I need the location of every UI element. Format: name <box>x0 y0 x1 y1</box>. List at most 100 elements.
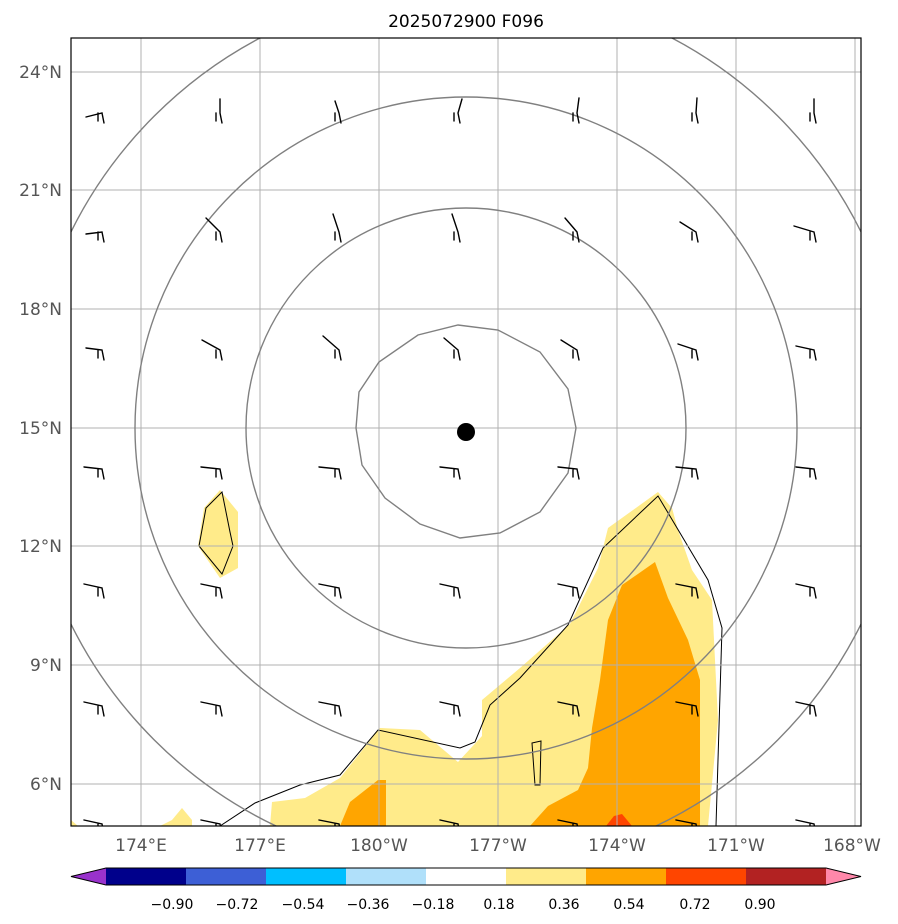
map-area <box>71 38 861 826</box>
lon-tick: 174°E <box>115 836 167 856</box>
contour-fill-0.18-0.36 <box>198 490 238 578</box>
colorbar-segment <box>426 868 507 885</box>
colorbar-segment <box>266 868 347 885</box>
lat-tick: 6°N <box>30 775 62 795</box>
colorbar-tick-label: 0.36 <box>548 897 579 913</box>
colorbar <box>70 867 862 886</box>
colorbar-tick-label: 0.90 <box>744 897 775 913</box>
colorbar-tick-label: −0.18 <box>412 897 455 913</box>
lat-tick: 21°N <box>19 181 62 201</box>
lat-tick: 18°N <box>19 300 62 320</box>
colorbar-tick-label: −0.36 <box>347 897 390 913</box>
wind-barb <box>795 583 817 599</box>
contour-fill-0.36-0.54 <box>340 780 386 826</box>
colorbar-segment <box>346 868 427 885</box>
lon-axis: 174°E 177°E 180°W 177°W 174°W 171°W 168°… <box>115 836 881 856</box>
wind-barb <box>453 98 463 124</box>
lon-tick: 174°W <box>588 836 646 856</box>
colorbar-tick-label: 0.54 <box>613 897 644 913</box>
lon-tick: 168°W <box>823 836 881 856</box>
colorbar-outline <box>70 867 862 886</box>
colorbar-segment <box>186 868 267 885</box>
lon-tick: 177°E <box>234 836 286 856</box>
colorbar-extend-min <box>71 868 106 885</box>
wind-barb <box>439 701 461 717</box>
colorbar-labels: −0.90 −0.72 −0.54 −0.36 −0.18 0.18 0.36 … <box>151 897 776 913</box>
wind-barb <box>83 583 105 599</box>
wind-barb <box>677 343 699 361</box>
wind-barb <box>572 97 580 124</box>
storm-center-marker <box>457 423 475 441</box>
wind-barb <box>200 819 222 826</box>
wind-barb <box>322 335 342 361</box>
contour-fill-0.54-0.72 <box>606 814 632 826</box>
wind-barb <box>795 466 817 480</box>
graticule <box>71 38 861 826</box>
lat-tick: 15°N <box>19 419 62 439</box>
colorbar-segment <box>106 868 187 885</box>
wind-barb <box>83 819 104 826</box>
wind-barb <box>85 231 105 243</box>
wind-barb <box>795 345 817 361</box>
colorbar-tick-label: −0.54 <box>282 897 325 913</box>
wind-barb <box>318 701 342 717</box>
wind-barb <box>675 819 698 826</box>
wind-barb <box>85 112 105 124</box>
contour-fill-0.18-0.36 <box>71 820 78 826</box>
wind-barb <box>557 701 580 717</box>
wind-barb <box>215 98 223 124</box>
wind-barbs <box>83 97 817 826</box>
wind-barb <box>439 819 460 826</box>
lon-tick: 180°W <box>350 836 408 856</box>
wind-barb <box>795 819 816 826</box>
colorbar-segment <box>666 868 747 885</box>
wind-barb <box>318 583 342 599</box>
wind-barb <box>557 819 579 826</box>
wind-barb <box>443 337 461 361</box>
contour-fill-0.36-0.54 <box>530 562 700 826</box>
contour-line <box>198 490 234 575</box>
wind-barb <box>334 100 342 124</box>
lon-tick: 171°W <box>707 836 765 856</box>
range-ring-2 <box>245 207 687 649</box>
wind-barb <box>205 217 223 243</box>
wind-barb <box>793 225 817 243</box>
wind-barb <box>560 339 580 361</box>
wind-barb <box>809 98 817 124</box>
contour-line <box>219 495 723 826</box>
wind-barb <box>83 466 105 480</box>
contour-lines <box>198 490 723 826</box>
wind-barb <box>795 701 817 717</box>
colorbar-tick-label: 0.18 <box>483 897 514 913</box>
map-frame <box>70 37 862 827</box>
wind-barb <box>200 466 223 480</box>
colorbar-segment <box>746 868 827 885</box>
contour-line <box>531 740 542 786</box>
colorbar-tick-label: 0.72 <box>679 897 710 913</box>
contour-fill-0.18-0.36 <box>160 808 192 826</box>
colorbar-tick-label: −0.72 <box>216 897 259 913</box>
colorbar-segment <box>506 868 587 885</box>
wind-barb <box>557 583 580 599</box>
range-ring-1 <box>355 324 577 539</box>
lat-tick: 24°N <box>19 63 62 83</box>
wind-barb <box>318 466 342 480</box>
field-contours <box>71 490 718 826</box>
wind-barb <box>439 583 461 599</box>
wind-barb <box>201 339 223 361</box>
wind-barb <box>557 466 580 480</box>
wind-barb <box>679 221 699 243</box>
wind-barb <box>85 347 105 361</box>
wind-barb <box>691 97 699 124</box>
wind-barb <box>675 466 699 480</box>
colorbar-tick-label: −0.90 <box>151 897 194 913</box>
wind-barb <box>318 819 341 826</box>
lon-tick: 177°W <box>469 836 527 856</box>
figure-title: 2025072900 F096 <box>388 12 544 32</box>
lat-tick: 9°N <box>30 656 62 676</box>
colorbar-extend-max <box>826 868 861 885</box>
wind-barb <box>451 213 461 243</box>
wind-barb <box>200 701 223 717</box>
wind-barb <box>200 583 223 599</box>
